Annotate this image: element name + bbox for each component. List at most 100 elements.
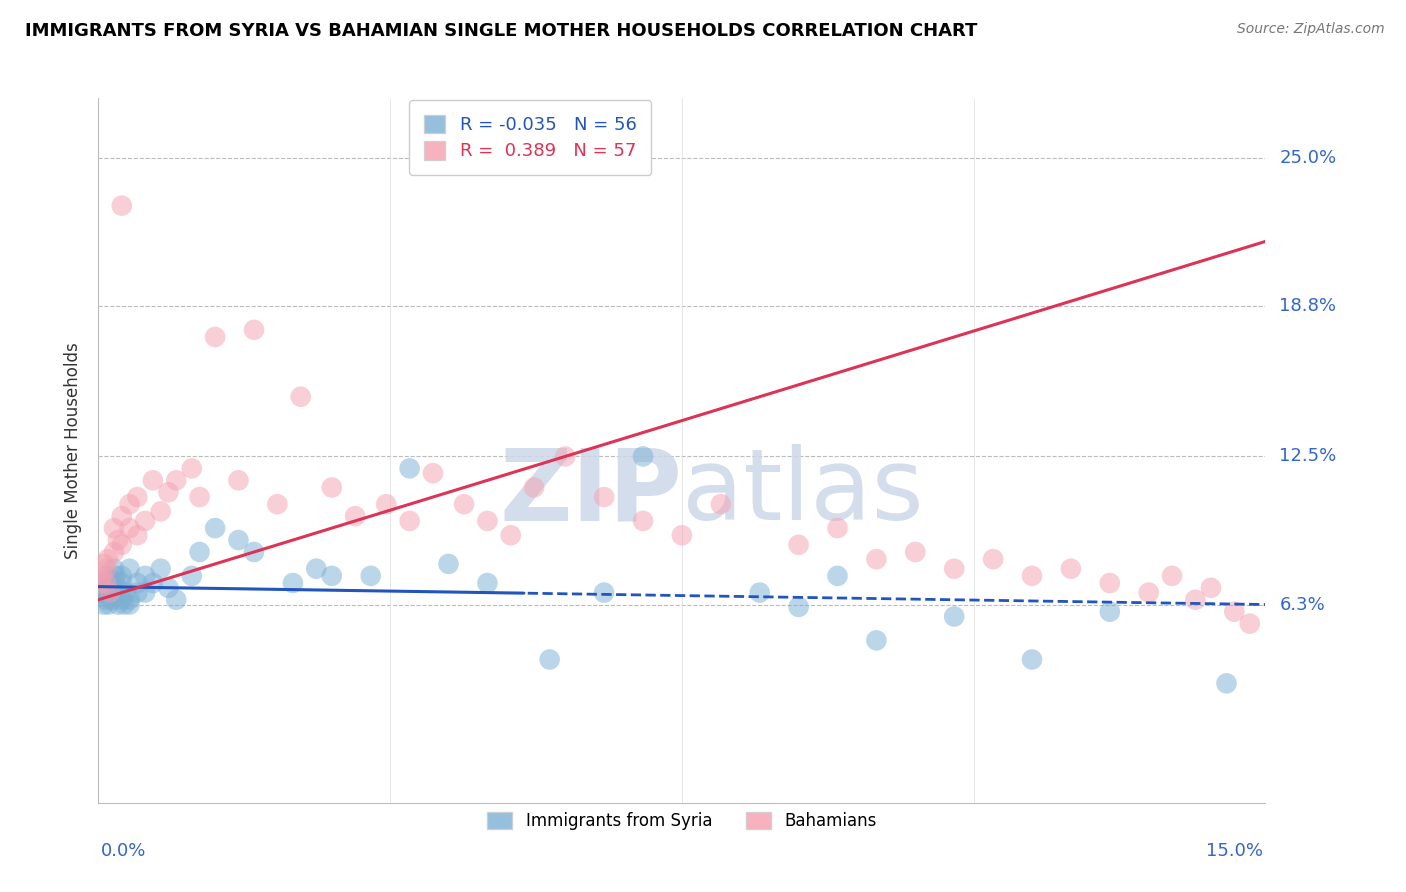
Point	[157, 581, 180, 595]
Point	[228, 473, 250, 487]
Point	[499, 528, 522, 542]
Point	[97, 598, 120, 612]
Point	[107, 533, 129, 547]
Point	[97, 569, 120, 583]
Point	[165, 473, 187, 487]
Point	[188, 490, 211, 504]
Point	[981, 552, 1004, 566]
Point	[111, 509, 134, 524]
Point	[593, 585, 616, 599]
Point	[631, 514, 654, 528]
Point	[344, 509, 367, 524]
Point	[477, 576, 499, 591]
Point	[118, 497, 141, 511]
Point	[204, 521, 226, 535]
Point	[111, 538, 134, 552]
Point	[748, 585, 770, 599]
Point	[104, 569, 127, 583]
Point	[1184, 592, 1206, 607]
Point	[290, 390, 312, 404]
Point	[477, 514, 499, 528]
Point	[107, 598, 129, 612]
Point	[127, 576, 149, 591]
Point	[127, 490, 149, 504]
Point	[398, 514, 420, 528]
Point	[118, 598, 141, 612]
Point	[281, 576, 304, 591]
Y-axis label: Single Mother Households: Single Mother Households	[65, 343, 83, 558]
Point	[266, 497, 288, 511]
Point	[91, 569, 114, 583]
Point	[1098, 576, 1121, 591]
Point	[96, 585, 118, 599]
Point	[1098, 605, 1121, 619]
Point	[1199, 581, 1222, 595]
Text: Source: ZipAtlas.com: Source: ZipAtlas.com	[1237, 22, 1385, 37]
Point	[93, 598, 115, 612]
Point	[180, 569, 202, 583]
Point	[114, 585, 136, 599]
Point	[149, 504, 172, 518]
Point	[1161, 569, 1184, 583]
Point	[1021, 569, 1043, 583]
Point	[127, 585, 149, 599]
Point	[593, 490, 616, 504]
Point	[96, 592, 118, 607]
Point	[1060, 562, 1083, 576]
Point	[118, 521, 141, 535]
Legend: Immigrants from Syria, Bahamians: Immigrants from Syria, Bahamians	[481, 805, 883, 837]
Text: IMMIGRANTS FROM SYRIA VS BAHAMIAN SINGLE MOTHER HOUSEHOLDS CORRELATION CHART: IMMIGRANTS FROM SYRIA VS BAHAMIAN SINGLE…	[25, 22, 977, 40]
Point	[103, 585, 125, 599]
Point	[134, 569, 156, 583]
Point	[96, 562, 118, 576]
Point	[1223, 605, 1246, 619]
Point	[142, 473, 165, 487]
Point	[865, 633, 887, 648]
Point	[398, 461, 420, 475]
Point	[321, 481, 343, 495]
Point	[228, 533, 250, 547]
Point	[321, 569, 343, 583]
Point	[97, 552, 120, 566]
Point	[787, 538, 810, 552]
Point	[671, 528, 693, 542]
Point	[134, 585, 156, 599]
Point	[111, 199, 134, 213]
Point	[93, 557, 115, 571]
Point	[827, 521, 849, 535]
Point	[243, 323, 266, 337]
Point	[134, 514, 156, 528]
Point	[98, 585, 121, 599]
Point	[100, 592, 122, 607]
Point	[204, 330, 226, 344]
Point	[827, 569, 849, 583]
Point	[1021, 652, 1043, 666]
Point	[243, 545, 266, 559]
Point	[107, 581, 129, 595]
Point	[93, 581, 115, 595]
Point	[91, 576, 114, 591]
Point	[437, 557, 460, 571]
Text: 15.0%: 15.0%	[1205, 842, 1263, 860]
Point	[1215, 676, 1237, 690]
Point	[127, 528, 149, 542]
Point	[103, 562, 125, 576]
Point	[787, 599, 810, 614]
Text: 12.5%: 12.5%	[1279, 448, 1337, 466]
Point	[523, 481, 546, 495]
Point	[904, 545, 927, 559]
Point	[188, 545, 211, 559]
Point	[96, 576, 118, 591]
Point	[865, 552, 887, 566]
Point	[554, 450, 576, 464]
Point	[1239, 616, 1261, 631]
Point	[180, 461, 202, 475]
Point	[305, 562, 328, 576]
Text: 6.3%: 6.3%	[1279, 596, 1324, 614]
Point	[118, 562, 141, 576]
Point	[90, 585, 112, 599]
Text: 0.0%: 0.0%	[101, 842, 146, 860]
Point	[103, 574, 125, 588]
Point	[375, 497, 398, 511]
Text: atlas: atlas	[682, 444, 924, 541]
